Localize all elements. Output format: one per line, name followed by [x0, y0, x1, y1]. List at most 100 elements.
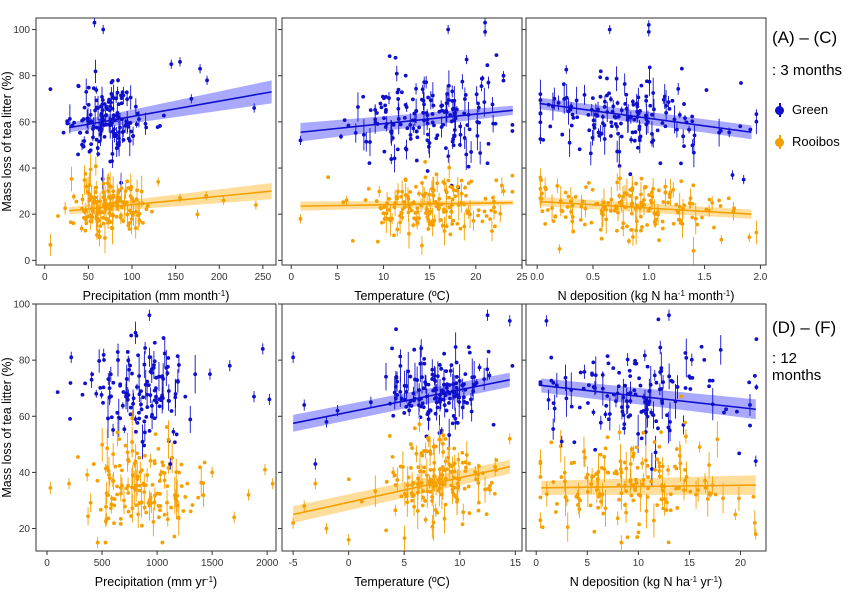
- point-green: [455, 393, 460, 397]
- point-green: [91, 86, 96, 91]
- point-green: [642, 353, 647, 358]
- point-rooibos: [387, 434, 392, 438]
- point-rooibos: [476, 500, 481, 505]
- point-rooibos: [448, 184, 453, 189]
- point-rooibos: [413, 210, 418, 215]
- point-green: [48, 87, 53, 92]
- point-green: [707, 378, 712, 383]
- point-green: [107, 386, 112, 391]
- point-rooibos: [183, 495, 188, 499]
- point-rooibos: [150, 482, 155, 487]
- x-tick-label: 0: [346, 558, 352, 569]
- point-green: [421, 386, 426, 391]
- point-rooibos: [195, 212, 200, 217]
- point-green: [463, 372, 468, 377]
- point-rooibos: [263, 467, 267, 472]
- point-rooibos: [126, 457, 130, 462]
- point-green: [538, 92, 543, 97]
- point-green: [667, 428, 672, 433]
- point-rooibos: [431, 219, 435, 223]
- point-rooibos: [133, 226, 138, 230]
- point-rooibos: [403, 192, 408, 197]
- point-rooibos: [543, 222, 548, 226]
- point-green: [658, 345, 663, 350]
- point-green: [404, 105, 409, 109]
- point-rooibos: [602, 467, 607, 472]
- point-green: [122, 427, 127, 432]
- point-rooibos: [137, 455, 142, 460]
- point-green: [737, 451, 742, 456]
- point-rooibos: [437, 196, 442, 201]
- point-green: [754, 119, 759, 124]
- point-rooibos: [490, 229, 494, 234]
- point-green: [395, 393, 400, 397]
- x-axis-label: Precipitation (mm yr-1): [95, 575, 217, 589]
- point-rooibos: [298, 216, 303, 221]
- point-rooibos: [105, 446, 110, 451]
- point-rooibos: [483, 196, 488, 201]
- point-green: [399, 396, 404, 401]
- point-green: [639, 410, 644, 414]
- point-green: [560, 132, 565, 137]
- point-rooibos: [124, 486, 129, 491]
- point-green: [490, 102, 495, 107]
- point-rooibos: [752, 520, 757, 525]
- point-green: [670, 379, 675, 384]
- point-rooibos: [84, 184, 89, 189]
- point-green: [464, 152, 469, 157]
- point-green: [453, 416, 458, 421]
- point-rooibos: [462, 224, 467, 229]
- point-rooibos: [232, 515, 237, 520]
- point-rooibos: [88, 196, 92, 201]
- point-rooibos: [633, 477, 638, 482]
- point-green: [752, 374, 757, 378]
- point-green: [139, 389, 143, 394]
- point-green: [428, 98, 433, 103]
- point-rooibos: [420, 243, 424, 248]
- point-green: [188, 417, 193, 422]
- point-green: [679, 161, 683, 166]
- point-green: [83, 381, 87, 386]
- point-rooibos: [629, 493, 634, 498]
- point-green: [633, 130, 638, 134]
- point-green: [89, 142, 94, 147]
- point-rooibos: [441, 450, 446, 455]
- point-rooibos: [540, 209, 545, 214]
- point-rooibos: [135, 476, 140, 481]
- point-green: [142, 362, 147, 367]
- point-green: [622, 426, 626, 431]
- point-rooibos: [640, 203, 645, 208]
- point-rooibos: [144, 510, 149, 515]
- point-rooibos: [688, 489, 693, 494]
- point-rooibos: [392, 473, 397, 478]
- point-green: [683, 386, 688, 390]
- point-rooibos: [110, 478, 115, 483]
- point-green: [649, 467, 654, 471]
- point-green: [452, 128, 457, 132]
- point-green: [634, 361, 639, 366]
- point-green: [486, 349, 491, 354]
- point-rooibos: [455, 481, 460, 486]
- point-rooibos: [402, 200, 407, 204]
- point-green: [577, 405, 582, 410]
- point-rooibos: [645, 495, 650, 499]
- point-green: [748, 127, 753, 132]
- point-rooibos: [156, 179, 161, 184]
- point-rooibos: [655, 457, 660, 462]
- point-green: [458, 132, 463, 137]
- point-green: [467, 127, 472, 132]
- point-rooibos: [79, 226, 84, 231]
- point-green: [463, 97, 467, 101]
- point-green: [172, 440, 177, 445]
- point-green: [620, 405, 624, 410]
- point-green: [106, 416, 110, 421]
- fit-line-rooibos: [292, 466, 510, 516]
- point-green: [102, 134, 107, 139]
- point-rooibos: [718, 204, 723, 208]
- point-rooibos: [651, 186, 656, 191]
- point-rooibos: [86, 190, 90, 195]
- point-rooibos: [127, 220, 132, 225]
- point-green: [398, 122, 403, 127]
- x-tick-label: 150: [167, 272, 184, 283]
- point-green: [657, 387, 662, 392]
